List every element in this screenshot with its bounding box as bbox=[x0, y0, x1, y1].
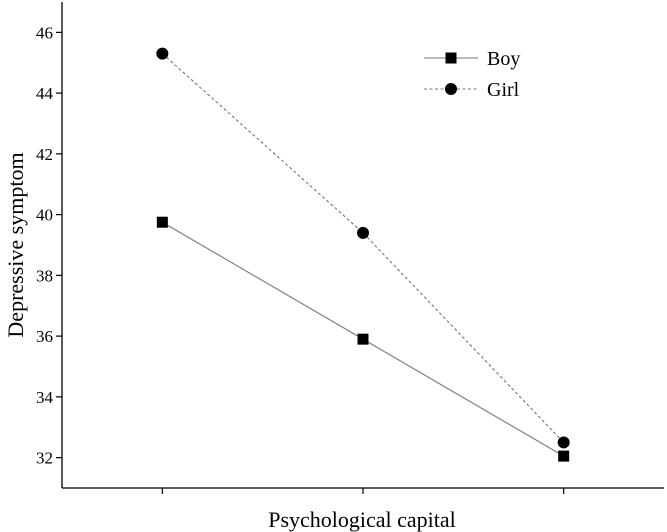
legend-label-boy: Boy bbox=[487, 48, 520, 70]
x-ticks bbox=[161, 488, 565, 494]
y-tick-label-44: 44 bbox=[36, 84, 54, 103]
y-tick-label-42: 42 bbox=[36, 145, 53, 164]
y-axis-title: Depressive symptom bbox=[3, 152, 28, 337]
y-tick-label-38: 38 bbox=[36, 266, 53, 285]
point-girl-1 bbox=[156, 47, 169, 60]
legend-marker-boy bbox=[445, 52, 457, 64]
series-layer bbox=[156, 47, 570, 462]
point-girl-2 bbox=[357, 226, 369, 239]
y-ticks: 32 34 36 38 40 42 44 46 bbox=[36, 23, 62, 468]
point-girl-3 bbox=[557, 436, 570, 449]
y-tick-label-34: 34 bbox=[36, 388, 54, 407]
point-boy-1 bbox=[156, 216, 168, 228]
legend-item-boy: Boy bbox=[424, 48, 520, 70]
point-boy-2 bbox=[357, 333, 369, 345]
x-axis-title: Psychological capital bbox=[268, 507, 456, 532]
legend-item-girl: Girl bbox=[424, 79, 520, 101]
series-girl bbox=[156, 47, 570, 449]
y-tick-label-36: 36 bbox=[36, 327, 53, 346]
legend-label-girl: Girl bbox=[487, 79, 520, 101]
y-tick-label-46: 46 bbox=[36, 23, 53, 42]
y-tick-label-32: 32 bbox=[36, 449, 53, 468]
axes bbox=[61, 2, 664, 489]
point-boy-3 bbox=[558, 450, 570, 462]
series-boy bbox=[156, 216, 570, 462]
series-line-girl bbox=[161, 53, 565, 443]
y-tick-label-40: 40 bbox=[36, 206, 53, 225]
legend-marker-girl bbox=[445, 83, 457, 95]
legend: Boy Girl bbox=[424, 48, 520, 101]
